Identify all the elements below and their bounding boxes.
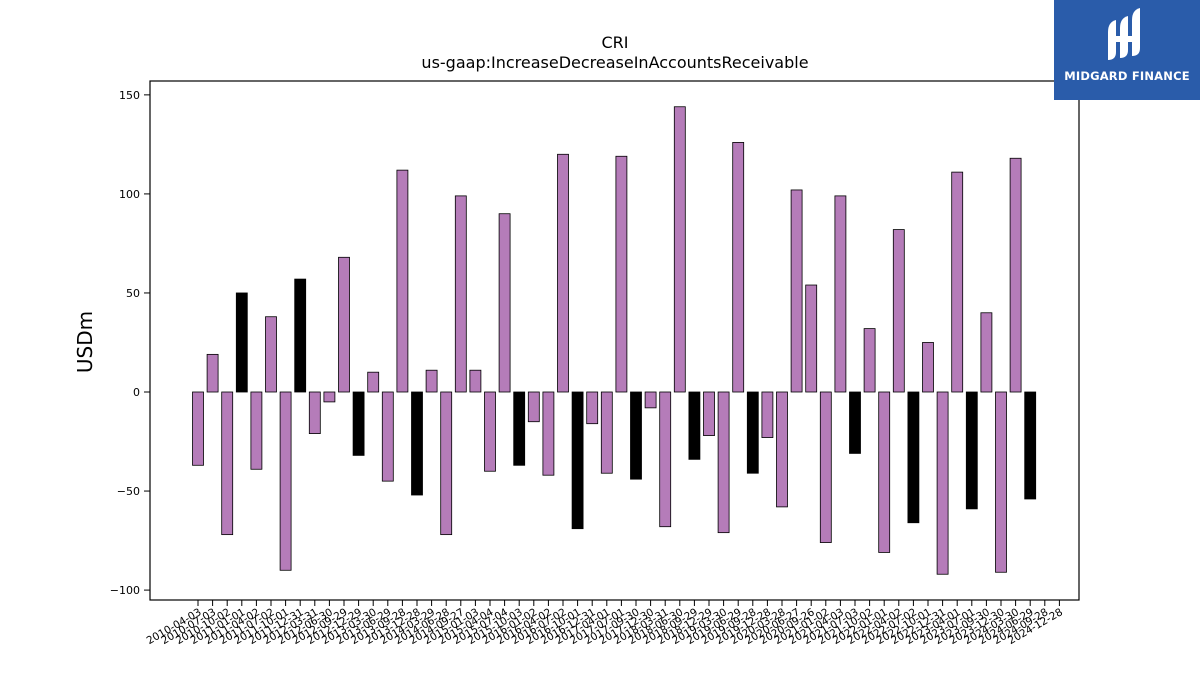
bar-2022-10-01 — [922, 342, 934, 393]
logo-text: MIDGARD FINANCE — [1064, 69, 1190, 83]
bar-2017-12-30 — [644, 391, 657, 409]
bar-2018-09-29 — [688, 391, 701, 460]
bar-2014-06-28 — [440, 391, 453, 536]
bar-2019-12-28 — [761, 391, 774, 438]
bar-2013-03-30 — [367, 371, 380, 393]
bar-2023-07-01 — [965, 391, 978, 510]
bar-2015-01-03 — [469, 369, 482, 393]
bar-2021-07-03 — [849, 391, 861, 454]
bar-2017-09-30 — [630, 391, 642, 480]
bar-2017-07-01 — [615, 155, 628, 393]
bar-2016-10-01 — [571, 391, 584, 530]
y-tick-label: 50 — [126, 287, 140, 300]
y-axis-label: USDm — [73, 311, 97, 373]
bar-2015-10-03 — [513, 391, 526, 466]
bar-2022-12-31 — [936, 391, 949, 575]
bar-2012-03-31 — [308, 391, 321, 434]
bar-2018-03-31 — [659, 391, 672, 528]
chart-subtitle: us-gaap:IncreaseDecreaseInAccountsReceiv… — [421, 53, 808, 72]
y-tick-label: 0 — [133, 386, 140, 399]
y-tick-label: 150 — [119, 89, 140, 102]
bar-2024-06-29 — [1024, 391, 1037, 500]
y-axis: 150 100 50 0 −50 −100 — [110, 89, 150, 597]
bar-2017-04-01 — [600, 391, 613, 474]
bar-2014-03-29 — [425, 369, 438, 393]
bar-2016-04-02 — [542, 391, 555, 476]
bar-2010-10-02 — [221, 391, 234, 536]
bar-2011-10-01 — [279, 391, 292, 571]
y-tick-label: −100 — [110, 584, 140, 597]
bar-2020-06-27 — [790, 189, 803, 393]
bar-2022-07-02 — [907, 391, 920, 524]
bar-2020-09-26 — [805, 284, 818, 393]
brand-logo: MIDGARD FINANCE — [1054, 0, 1200, 100]
x-axis: 2010-04-032010-07-032010-10-022011-01-01… — [145, 600, 1065, 647]
bar-2018-06-30 — [673, 106, 686, 393]
plot-frame — [149, 80, 1080, 601]
y-tick-label: −50 — [117, 485, 140, 498]
bar-2020-03-28 — [776, 391, 788, 508]
chart-title: CRI — [601, 33, 628, 52]
bar-2014-09-27 — [454, 195, 467, 393]
y-tick-label: 100 — [119, 188, 140, 201]
bar-2019-06-29 — [732, 142, 745, 393]
bar-2023-12-30 — [995, 391, 1007, 573]
bar-2019-03-30 — [717, 391, 730, 534]
bar-2021-04-03 — [834, 195, 847, 393]
bar-2015-07-04 — [498, 213, 511, 393]
bar-2024-03-30 — [1009, 157, 1022, 393]
bar-2016-07-02 — [557, 153, 569, 393]
bar-2012-12-29 — [352, 391, 365, 456]
bar-2022-01-01 — [878, 391, 891, 553]
bar-2012-09-29 — [338, 256, 350, 393]
bar-2021-01-02 — [819, 391, 832, 543]
bar-2010-04-03 — [192, 391, 204, 466]
bar-2011-04-02 — [250, 391, 263, 470]
bar-2022-04-02 — [892, 229, 905, 393]
bar-2021-10-02 — [863, 328, 876, 393]
bar-2016-12-31 — [586, 391, 599, 425]
bar-2016-01-02 — [527, 391, 540, 423]
bars-group — [192, 106, 1037, 575]
bar-2023-09-30 — [980, 312, 993, 393]
bar-2019-09-28 — [746, 391, 759, 474]
bar-2013-06-29 — [381, 391, 394, 482]
bar-2011-07-02 — [265, 316, 277, 393]
bar-2015-04-04 — [484, 391, 496, 472]
bar-2013-09-28 — [396, 169, 409, 393]
bar-2023-04-01 — [951, 171, 964, 393]
bar-2011-12-31 — [294, 278, 307, 393]
bar-2010-07-03 — [206, 353, 219, 393]
bar-2018-12-29 — [703, 391, 715, 436]
bar-2011-01-01 — [235, 292, 248, 393]
logo-mark-icon — [1108, 8, 1140, 60]
bar-2012-06-30 — [323, 391, 336, 403]
bar-2013-12-28 — [411, 391, 423, 496]
